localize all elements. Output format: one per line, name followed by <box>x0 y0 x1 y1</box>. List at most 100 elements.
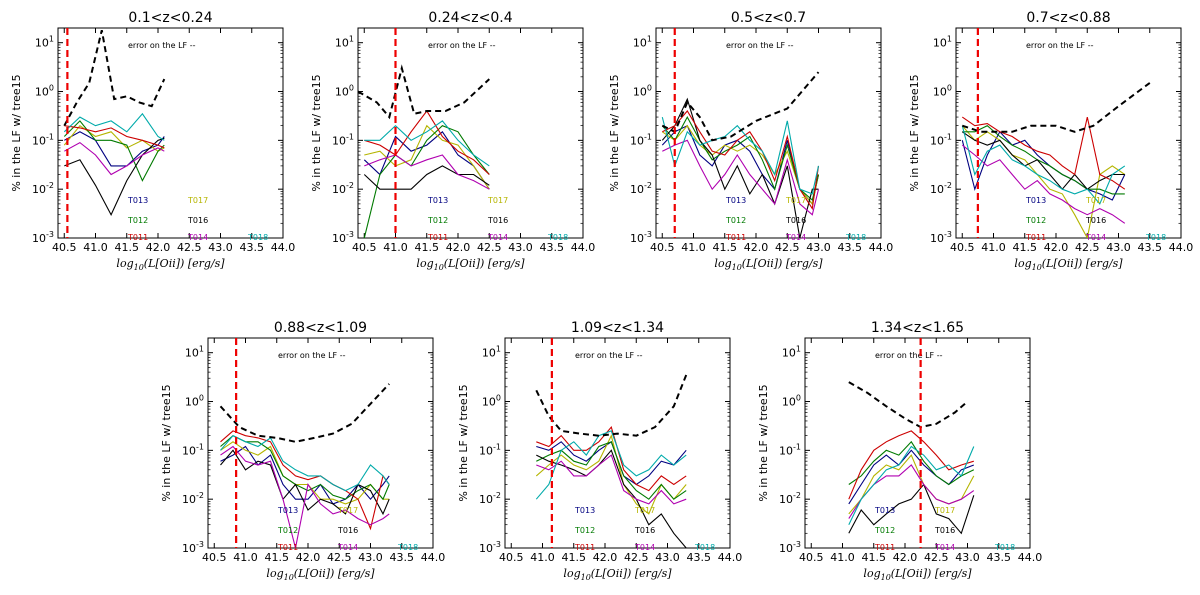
x-tick-label: 41.5 <box>862 551 887 564</box>
series-line-T014 <box>220 445 390 548</box>
tree-label-T012: T012 <box>277 526 298 535</box>
y-tick-label: 10-3 <box>930 230 952 245</box>
y-tick-label: 10-3 <box>479 540 501 555</box>
x-tick-label: 40.5 <box>499 551 524 564</box>
y-tick-label: 10-1 <box>779 442 801 457</box>
tree-label-T012: T012 <box>574 526 595 535</box>
tree-label-T014: T014 <box>785 233 806 242</box>
tree-label-T011: T011 <box>874 543 895 552</box>
y-tick-label: 10-1 <box>332 132 354 147</box>
series-line-T017 <box>961 125 1126 238</box>
y-axis-label: % in the LF w/ tree15 <box>10 74 23 191</box>
x-tick-label: 41.0 <box>530 551 555 564</box>
x-tick-label: 41.5 <box>265 551 290 564</box>
panel-7: 1.34<z<1.65 10-3 10-2 10-1 100 101 40.5 41.0 41.… <box>757 320 1042 582</box>
tree-label-T016: T016 <box>337 526 358 535</box>
series-line-T017 <box>535 434 687 515</box>
tree-label-T011: T011 <box>427 233 448 242</box>
error-legend-label: error on the LF -- <box>128 41 196 50</box>
series-line-T012 <box>363 125 490 238</box>
plot-frame <box>207 337 434 549</box>
x-tick-label: 44.0 <box>718 551 743 564</box>
error-line <box>848 381 969 429</box>
series-line-T018 <box>63 112 165 141</box>
series-line-T014 <box>64 141 165 176</box>
series-line-T011 <box>364 110 490 175</box>
y-tick-label: 10-2 <box>930 181 952 196</box>
tree-label-T016: T016 <box>187 216 208 225</box>
error-legend-label: error on the LF -- <box>575 351 643 360</box>
series-line-T018 <box>364 120 490 167</box>
series-line-T016 <box>363 165 490 190</box>
error-line <box>219 383 390 443</box>
x-tick-label: 42.5 <box>327 551 352 564</box>
series-line-T011 <box>64 125 165 149</box>
x-tick-label: 42.5 <box>775 241 800 254</box>
error-legend-label: error on the LF -- <box>726 41 794 50</box>
tree-label-T017: T017 <box>487 196 508 205</box>
x-tick-label: 42.0 <box>146 241 171 254</box>
y-tick-label: 10-1 <box>630 132 652 147</box>
x-tick-label: 43.0 <box>955 551 980 564</box>
series-line-T012 <box>848 440 975 486</box>
x-tick-label: 43.0 <box>508 241 533 254</box>
plot-frame <box>804 337 1031 549</box>
panel-title: 0.24<z<0.4 <box>428 10 512 26</box>
y-tick-label: 10-2 <box>32 181 54 196</box>
y-tick-label: 100 <box>35 84 54 99</box>
plot-frame <box>504 337 731 549</box>
x-tick-label: 43.0 <box>358 551 383 564</box>
x-axis-label: log10(L[Oii]) [erg/s] <box>416 257 525 272</box>
tree-label-T012: T012 <box>874 526 895 535</box>
tree-label-T016: T016 <box>487 216 508 225</box>
series-line-T018 <box>848 445 975 525</box>
y-tick-label: 10-3 <box>779 540 801 555</box>
series-line-T014 <box>536 454 687 505</box>
x-tick-label: 43.5 <box>1138 241 1163 254</box>
x-tick-label: 41.0 <box>383 241 408 254</box>
x-tick-label: 42.5 <box>1075 241 1100 254</box>
series-line-T016 <box>848 483 975 535</box>
tree-label-T014: T014 <box>634 543 655 552</box>
error-legend-label: error on the LF -- <box>428 41 496 50</box>
x-tick-label: 41.5 <box>415 241 440 254</box>
plot-frame <box>357 27 584 239</box>
plot-frame <box>57 27 284 239</box>
series-line-T018 <box>661 116 820 195</box>
series-line-T016 <box>536 449 687 548</box>
series-line-T013 <box>220 445 390 505</box>
panel-title: 0.88<z<1.09 <box>274 320 367 336</box>
x-tick-label: 42.5 <box>624 551 649 564</box>
y-axis-label: % in the LF w/ tree15 <box>160 384 173 501</box>
panel-2: 0.24<z<0.4 10-3 10-2 10-1 100 101 40.5 41.0 41.5… <box>310 10 595 272</box>
tree-label-T017: T017 <box>785 196 806 205</box>
x-tick-label: 42.0 <box>593 551 618 564</box>
series-line-T016 <box>220 449 390 516</box>
x-tick-label: 41.5 <box>115 241 140 254</box>
tree-label-T012: T012 <box>127 216 148 225</box>
panel-title: 1.09<z<1.34 <box>571 320 664 336</box>
panel-1: 0.1<z<0.24 10-3 10-2 10-1 100 101 40.5 41.0 41.5… <box>10 10 295 272</box>
y-axis-label: % in the LF w/ tree15 <box>608 74 621 191</box>
tree-label-T012: T012 <box>427 216 448 225</box>
y-tick-label: 100 <box>933 84 952 99</box>
tree-label-T016: T016 <box>1085 216 1106 225</box>
error-legend-label: error on the LF -- <box>875 351 943 360</box>
x-tick-label: 42.0 <box>744 241 769 254</box>
x-tick-label: 43.5 <box>687 551 712 564</box>
x-tick-label: 40.5 <box>950 241 975 254</box>
plot-frame <box>655 27 882 239</box>
tree-label-T017: T017 <box>1085 196 1106 205</box>
x-tick-label: 42.0 <box>893 551 918 564</box>
y-tick-label: 10-3 <box>332 230 354 245</box>
series-line-T017 <box>220 441 390 505</box>
error-line <box>535 374 688 437</box>
x-tick-label: 42.5 <box>924 551 949 564</box>
x-tick-label: 43.5 <box>838 241 863 254</box>
y-tick-label: 101 <box>482 345 501 360</box>
x-axis-label: log10(L[Oii]) [erg/s] <box>1014 257 1123 272</box>
y-tick-label: 10-3 <box>630 230 652 245</box>
y-tick-label: 101 <box>633 35 652 50</box>
x-tick-label: 42.5 <box>177 241 202 254</box>
y-tick-label: 100 <box>335 84 354 99</box>
